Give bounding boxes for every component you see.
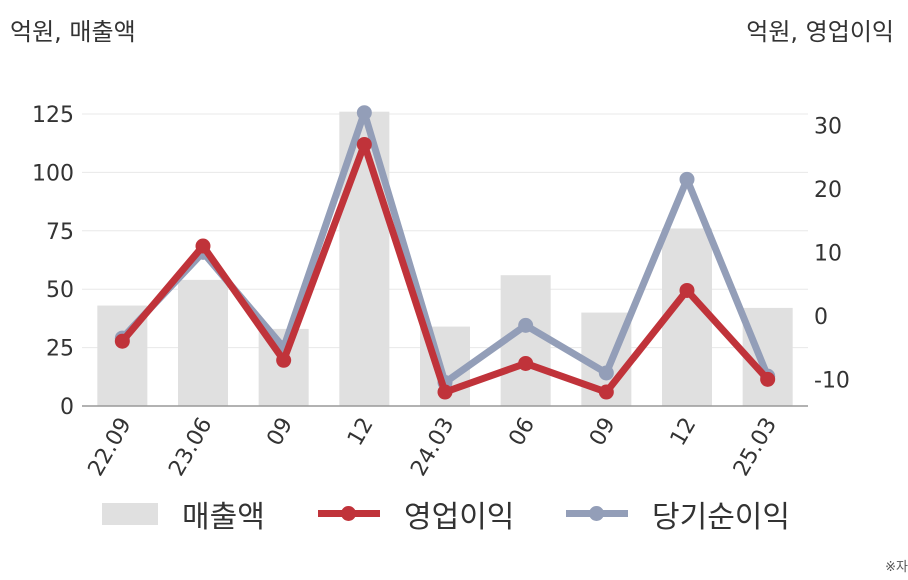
legend-swatch-revenue <box>102 503 158 525</box>
operating-profit-point <box>679 282 695 298</box>
combo-chart: 0 25 50 75 100 125 -10 0 10 20 30 22.09 23.06 09 12 24.… <box>32 103 850 481</box>
legend-swatch-net-income <box>566 492 628 536</box>
left-tick-label: 125 <box>32 103 74 128</box>
net-income-point <box>679 171 695 187</box>
revenue-bar <box>662 228 712 406</box>
right-tick-label: 20 <box>814 178 842 203</box>
legend-item-revenue: 매출액 <box>102 492 265 536</box>
right-tick-label: -10 <box>814 368 850 393</box>
legend-item-operating-profit: 영업이익 <box>318 492 514 536</box>
left-tick-label: 50 <box>46 278 74 303</box>
legend-label-net-income: 당기순이익 <box>652 500 790 535</box>
left-tick-label: 25 <box>46 337 74 362</box>
left-tick-label: 0 <box>60 395 74 420</box>
operating-profit-point <box>437 384 453 400</box>
operating-profit-point <box>276 352 292 368</box>
legend-swatch-operating-profit <box>318 492 380 536</box>
revenue-bar <box>178 279 228 406</box>
operating-profit-point <box>598 384 614 400</box>
x-tick-label: 25.03 <box>729 414 782 481</box>
operating-profit-point <box>114 333 130 349</box>
x-tick-label: 09 <box>585 414 621 451</box>
x-tick-label: 24.03 <box>406 414 459 481</box>
x-tick-label: 12 <box>343 414 379 451</box>
operating-profit-point <box>356 136 372 152</box>
right-tick-label: 0 <box>814 305 828 330</box>
x-tick-label: 06 <box>504 414 540 451</box>
right-axis-unit: 억원, 영업이익 <box>746 18 894 46</box>
net-income-point <box>518 317 534 333</box>
operating-profit-point <box>518 355 534 371</box>
operating-profit-point <box>195 238 211 254</box>
right-tick-label: 10 <box>814 241 842 266</box>
legend-label-revenue: 매출액 <box>182 500 265 535</box>
left-tick-label: 75 <box>46 220 74 245</box>
profit-lines <box>114 105 776 400</box>
x-tick-label: 09 <box>262 414 298 451</box>
x-tick-label: 22.09 <box>84 414 137 481</box>
revenue-bars <box>97 111 793 407</box>
left-tick-label: 100 <box>32 161 74 186</box>
operating-profit-point <box>760 371 776 387</box>
x-tick-label: 12 <box>666 414 702 451</box>
tick-labels: 0 25 50 75 100 125 -10 0 10 20 30 22.09 23.06 09 12 24.… <box>32 103 850 481</box>
left-axis-unit: 억원, 매출액 <box>10 18 136 46</box>
net-income-point <box>598 365 614 381</box>
footnote: ※자 <box>885 560 908 575</box>
legend-item-net-income: 당기순이익 <box>566 492 790 536</box>
right-tick-label: 30 <box>814 114 842 139</box>
x-tick-label: 23.06 <box>164 414 217 481</box>
net-income-point <box>356 105 372 121</box>
legend-label-operating-profit: 영업이익 <box>404 500 515 535</box>
